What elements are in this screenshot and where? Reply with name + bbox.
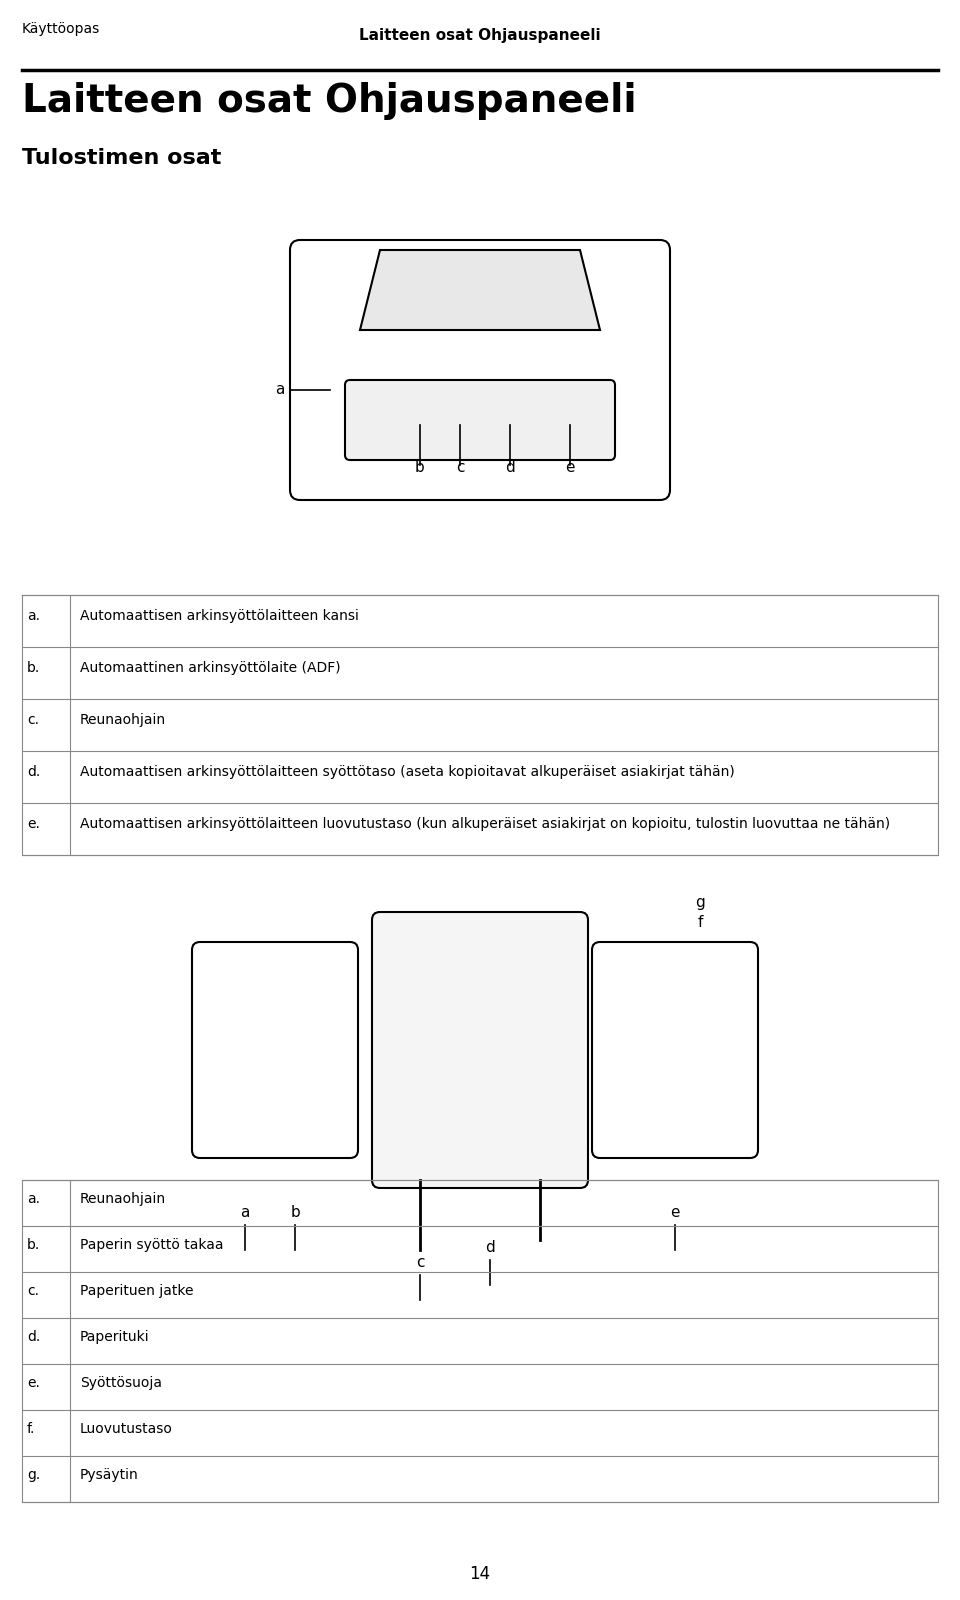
Text: c: c [416, 1254, 424, 1270]
Text: c.: c. [27, 714, 39, 726]
Text: b: b [415, 461, 425, 475]
FancyBboxPatch shape [290, 240, 670, 499]
Text: b.: b. [27, 1238, 40, 1251]
Text: Syöttösuoja: Syöttösuoja [80, 1376, 162, 1390]
Text: Automaattisen arkinsyöttölaitteen luovutustaso (kun alkuperäiset asiakirjat on k: Automaattisen arkinsyöttölaitteen luovut… [80, 818, 890, 830]
Text: Automaattisen arkinsyöttölaitteen syöttötaso (aseta kopioitavat alkuperäiset asi: Automaattisen arkinsyöttölaitteen syöttö… [80, 765, 734, 779]
Text: Laitteen osat Ohjauspaneeli: Laitteen osat Ohjauspaneeli [22, 82, 636, 120]
Text: Luovutustaso: Luovutustaso [80, 1422, 173, 1437]
Polygon shape [360, 250, 600, 330]
Text: d: d [505, 461, 515, 475]
Text: 14: 14 [469, 1565, 491, 1582]
Text: Paperituen jatke: Paperituen jatke [80, 1283, 194, 1298]
Text: Laitteen osat Ohjauspaneeli: Laitteen osat Ohjauspaneeli [359, 27, 601, 43]
Text: c: c [456, 461, 465, 475]
Text: d: d [485, 1240, 494, 1254]
Text: a: a [240, 1205, 250, 1219]
Text: e.: e. [27, 1376, 40, 1390]
Text: Paperin syöttö takaa: Paperin syöttö takaa [80, 1238, 224, 1251]
Text: Tulostimen osat: Tulostimen osat [22, 149, 222, 168]
FancyBboxPatch shape [192, 942, 358, 1158]
Text: g: g [695, 894, 705, 910]
Text: Reunaohjain: Reunaohjain [80, 714, 166, 726]
Text: a: a [276, 382, 285, 397]
Text: d.: d. [27, 765, 40, 779]
Text: e: e [670, 1205, 680, 1219]
Text: e: e [565, 461, 575, 475]
Text: Käyttöopas: Käyttöopas [22, 22, 100, 35]
Text: Automaattinen arkinsyöttölaite (ADF): Automaattinen arkinsyöttölaite (ADF) [80, 661, 341, 675]
Text: b: b [290, 1205, 300, 1219]
Text: a.: a. [27, 610, 40, 622]
Text: Automaattisen arkinsyöttölaitteen kansi: Automaattisen arkinsyöttölaitteen kansi [80, 610, 359, 622]
Text: d.: d. [27, 1330, 40, 1344]
Text: a.: a. [27, 1192, 40, 1206]
Text: Reunaohjain: Reunaohjain [80, 1192, 166, 1206]
Text: b.: b. [27, 661, 40, 675]
Text: c.: c. [27, 1283, 39, 1298]
Text: Paperituki: Paperituki [80, 1330, 150, 1344]
Text: g.: g. [27, 1469, 40, 1482]
FancyBboxPatch shape [372, 912, 588, 1187]
Text: Pysäytin: Pysäytin [80, 1469, 139, 1482]
FancyBboxPatch shape [345, 379, 615, 461]
Text: f: f [697, 915, 703, 930]
FancyBboxPatch shape [592, 942, 758, 1158]
Text: f.: f. [27, 1422, 36, 1437]
Text: e.: e. [27, 818, 40, 830]
